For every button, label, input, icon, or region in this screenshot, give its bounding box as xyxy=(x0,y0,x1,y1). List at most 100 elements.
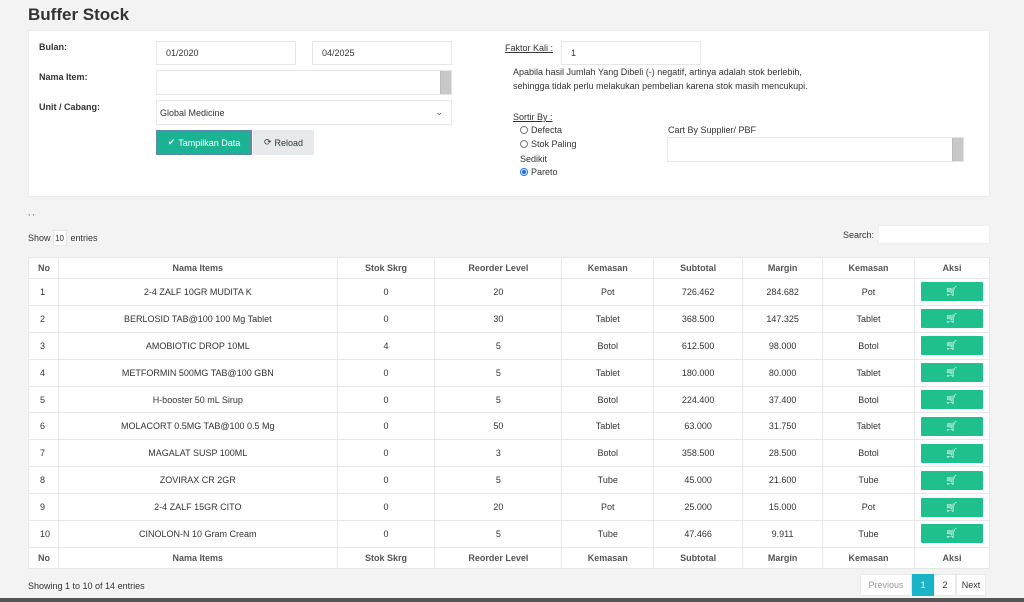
table-cell: Botol xyxy=(822,439,915,468)
table-cell: Pot xyxy=(822,493,915,522)
table-row: 7 MAGALAT SUSP 100ML 0 3 Botol 358.500 28.500 B… xyxy=(28,439,991,468)
col-header[interactable]: Stok Skrg xyxy=(336,257,436,279)
action-cell: 🛒 xyxy=(913,412,991,441)
table-cell: 0 xyxy=(336,358,436,387)
col-header[interactable]: Aksi xyxy=(913,257,991,279)
pagination: Previous 1 2 Next xyxy=(860,574,986,596)
page-button-1[interactable]: 1 xyxy=(912,574,934,596)
radio-defecta[interactable] xyxy=(520,126,528,134)
table-cell: 3 xyxy=(28,331,59,360)
add-to-cart-button[interactable]: 🛒 xyxy=(920,309,983,329)
table-cell: Pot xyxy=(561,493,655,522)
add-to-cart-button[interactable]: 🛒 xyxy=(920,282,983,302)
add-to-cart-button[interactable]: 🛒 xyxy=(920,363,983,383)
nama-item-dropdown-handle[interactable] xyxy=(440,71,451,94)
table-cell: 147.325 xyxy=(742,304,824,333)
col-header[interactable]: Kemasan xyxy=(822,257,915,279)
unit-select[interactable]: Global Medicine ⌄ xyxy=(156,100,452,125)
cart-icon: 🛒 xyxy=(946,501,958,512)
col-header[interactable]: No xyxy=(28,257,59,279)
table-cell: Tablet xyxy=(561,358,655,387)
table-cell: 5 xyxy=(434,331,563,360)
action-cell: 🛒 xyxy=(913,304,991,333)
table-cell: 45.000 xyxy=(653,466,744,495)
add-to-cart-button[interactable]: 🛒 xyxy=(920,497,983,517)
add-to-cart-button[interactable]: 🛒 xyxy=(920,390,983,409)
col-footer: Kemasan xyxy=(561,546,655,569)
col-footer: Reorder Level xyxy=(434,546,563,569)
add-to-cart-button[interactable]: 🛒 xyxy=(920,336,983,356)
faktor-kali-input[interactable]: 1 xyxy=(561,41,701,65)
refresh-icon: ⟳ xyxy=(263,137,272,147)
action-cell: 🛒 xyxy=(913,358,991,387)
table-cell: 2-4 ZALF 10GR MUDITA K xyxy=(57,278,338,306)
table-row: 3 AMOBIOTIC DROP 10ML 4 5 Botol 612.500 98.000… xyxy=(28,331,991,360)
table-cell: Tablet xyxy=(822,358,915,387)
radio-pareto[interactable] xyxy=(520,168,528,176)
cart-supplier-input[interactable] xyxy=(667,137,964,162)
table-row: 9 2-4 ZALF 15GR CITO 0 20 Pot 25.000 15.000 Pot… xyxy=(28,493,991,522)
col-footer: Stok Skrg xyxy=(336,546,436,569)
date-to-input[interactable]: 04/2025 xyxy=(312,41,452,65)
table-cell: 0 xyxy=(336,520,436,548)
table-row: 8 ZOVIRAX CR 2GR 0 5 Tube 45.000 21.600 Tube 🛒 xyxy=(28,466,991,495)
col-header[interactable]: Nama Items xyxy=(57,257,338,279)
action-cell: 🛒 xyxy=(913,278,991,306)
next-page-button[interactable]: Next xyxy=(956,574,986,596)
table-cell: 0 xyxy=(336,278,436,306)
chevron-down-icon: ⌄ xyxy=(435,107,443,117)
add-to-cart-button[interactable]: 🛒 xyxy=(920,443,983,463)
faktor-kali-label: Faktor Kali : xyxy=(505,43,554,53)
cart-icon: 🛒 xyxy=(946,394,958,404)
cart-icon: 🛒 xyxy=(946,367,958,378)
table-cell: 98.000 xyxy=(742,331,824,360)
table-cell: 0 xyxy=(336,439,436,468)
show-label: Show xyxy=(28,233,51,243)
table-cell: 37.400 xyxy=(742,385,824,414)
cart-icon: 🛒 xyxy=(946,528,958,539)
sort-option-stok-paling[interactable]: Stok Paling xyxy=(520,139,577,149)
table-cell: 0 xyxy=(336,304,436,333)
table-cell: 224.400 xyxy=(653,385,744,414)
col-header[interactable]: Reorder Level xyxy=(434,257,563,279)
table-cell: 5 xyxy=(434,358,563,387)
previous-page-button[interactable]: Previous xyxy=(860,574,912,596)
tampilkan-data-button[interactable]: ✔ Tampilkan Data xyxy=(156,130,252,155)
table-cell: Botol xyxy=(561,385,655,414)
table-info: Showing 1 to 10 of 14 entries xyxy=(28,581,145,591)
cart-icon: 🛒 xyxy=(946,420,958,431)
radio-stok-paling[interactable] xyxy=(520,140,528,148)
table-row: 4 METFORMIN 500MG TAB@100 GBN 0 5 Tablet 180.… xyxy=(28,358,991,387)
sort-option-wrap-text: Sedikit xyxy=(520,154,548,164)
add-to-cart-button[interactable]: 🛒 xyxy=(920,470,983,490)
entries-length-select[interactable]: 10 xyxy=(52,230,67,246)
table-cell: Tube xyxy=(822,466,915,495)
table-cell: Pot xyxy=(561,278,655,306)
reload-label: Reload xyxy=(274,137,304,148)
action-cell: 🛒 xyxy=(913,439,991,468)
sort-option-defecta[interactable]: Defecta xyxy=(520,125,562,135)
table-cell: 612.500 xyxy=(653,331,744,360)
table-cell: 31.750 xyxy=(742,412,824,441)
reload-button[interactable]: ⟳ Reload xyxy=(253,130,314,155)
search-input[interactable] xyxy=(878,225,990,244)
col-footer: Nama Items xyxy=(57,546,338,569)
table-cell: MOLACORT 0.5MG TAB@100 0.5 Mg xyxy=(57,412,338,441)
col-footer: Margin xyxy=(742,546,824,569)
table-cell: 20 xyxy=(434,278,563,306)
sort-option-pareto[interactable]: Pareto xyxy=(520,167,558,177)
col-header[interactable]: Margin xyxy=(742,257,824,279)
cart-supplier-dropdown-handle[interactable] xyxy=(952,138,963,161)
col-header[interactable]: Kemasan xyxy=(561,257,655,279)
add-to-cart-button[interactable]: 🛒 xyxy=(920,416,983,436)
col-header[interactable]: Subtotal xyxy=(653,257,744,279)
table-cell: 7 xyxy=(28,439,59,468)
table-cell: Botol xyxy=(822,331,915,360)
nama-item-input[interactable] xyxy=(156,70,452,95)
page-button-2[interactable]: 2 xyxy=(934,574,956,596)
table-cell: 4 xyxy=(336,331,436,360)
date-from-input[interactable]: 01/2020 xyxy=(156,41,296,65)
add-to-cart-button[interactable]: 🛒 xyxy=(920,524,983,544)
table-cell: 6 xyxy=(28,412,59,441)
table-row: 2 BERLOSID TAB@100 100 Mg Tablet 0 30 Tablet… xyxy=(28,304,991,333)
